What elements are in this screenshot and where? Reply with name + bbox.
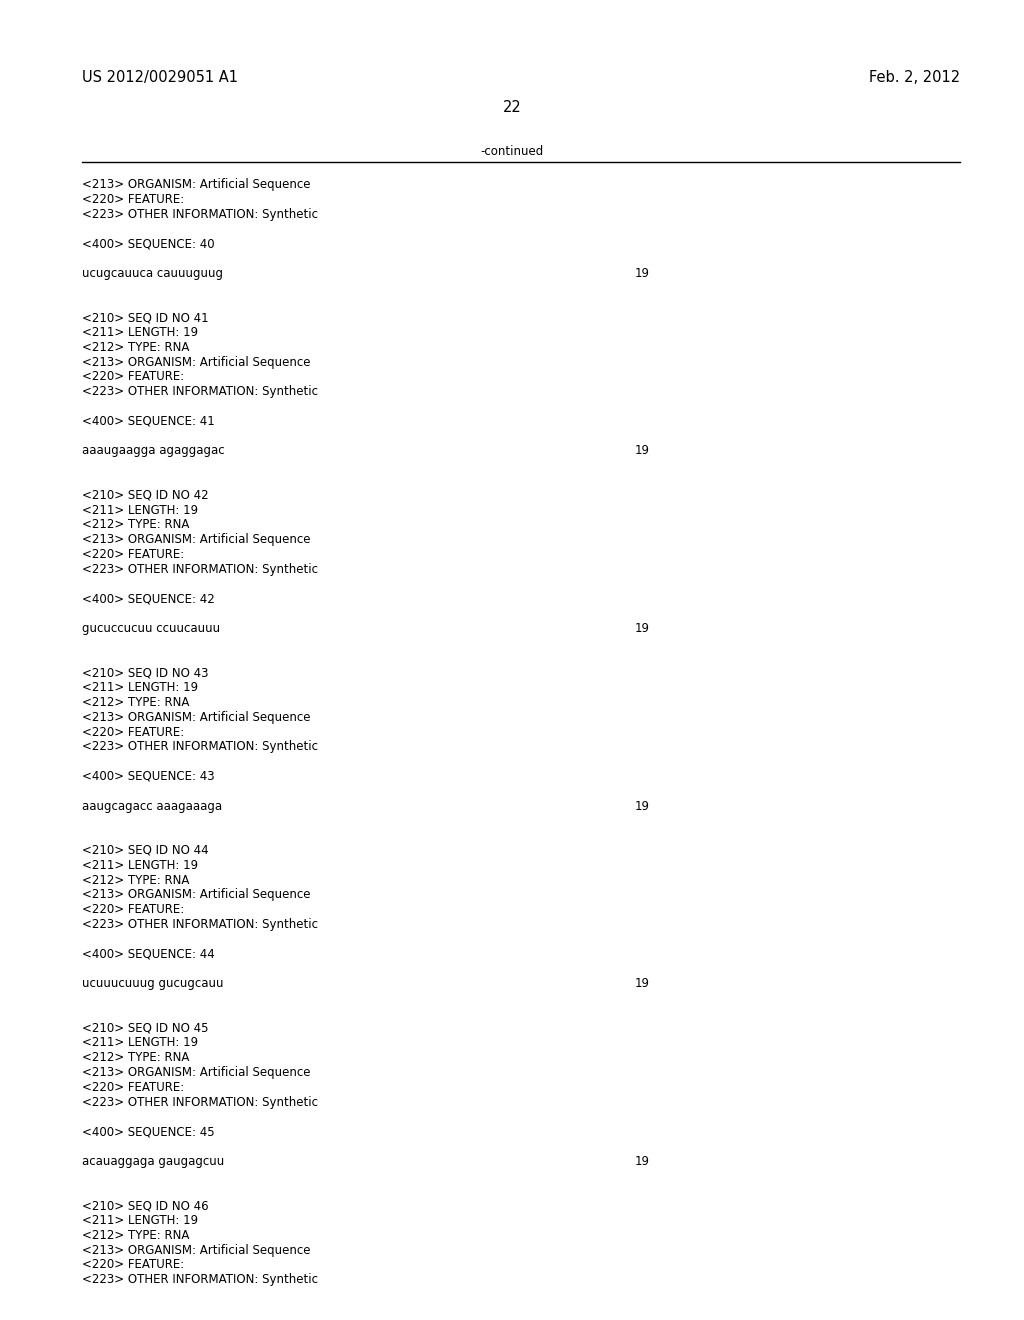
Text: <223> OTHER INFORMATION: Synthetic: <223> OTHER INFORMATION: Synthetic xyxy=(82,741,318,754)
Text: Feb. 2, 2012: Feb. 2, 2012 xyxy=(869,70,961,84)
Text: <213> ORGANISM: Artificial Sequence: <213> ORGANISM: Artificial Sequence xyxy=(82,888,310,902)
Text: <220> FEATURE:: <220> FEATURE: xyxy=(82,903,184,916)
Text: <212> TYPE: RNA: <212> TYPE: RNA xyxy=(82,519,189,532)
Text: ucugcauuca cauuuguug: ucugcauuca cauuuguug xyxy=(82,267,223,280)
Text: <220> FEATURE:: <220> FEATURE: xyxy=(82,726,184,739)
Text: <220> FEATURE:: <220> FEATURE: xyxy=(82,548,184,561)
Text: <210> SEQ ID NO 46: <210> SEQ ID NO 46 xyxy=(82,1199,209,1212)
Text: ucuuucuuug gucugcauu: ucuuucuuug gucugcauu xyxy=(82,977,223,990)
Text: <400> SEQUENCE: 40: <400> SEQUENCE: 40 xyxy=(82,238,215,251)
Text: <210> SEQ ID NO 43: <210> SEQ ID NO 43 xyxy=(82,667,209,680)
Text: <211> LENGTH: 19: <211> LENGTH: 19 xyxy=(82,504,198,516)
Text: 19: 19 xyxy=(635,1155,650,1168)
Text: <212> TYPE: RNA: <212> TYPE: RNA xyxy=(82,696,189,709)
Text: <213> ORGANISM: Artificial Sequence: <213> ORGANISM: Artificial Sequence xyxy=(82,710,310,723)
Text: 22: 22 xyxy=(503,100,521,115)
Text: <212> TYPE: RNA: <212> TYPE: RNA xyxy=(82,1229,189,1242)
Text: <213> ORGANISM: Artificial Sequence: <213> ORGANISM: Artificial Sequence xyxy=(82,1067,310,1078)
Text: <220> FEATURE:: <220> FEATURE: xyxy=(82,193,184,206)
Text: <211> LENGTH: 19: <211> LENGTH: 19 xyxy=(82,1214,198,1228)
Text: <220> FEATURE:: <220> FEATURE: xyxy=(82,1258,184,1271)
Text: <211> LENGTH: 19: <211> LENGTH: 19 xyxy=(82,859,198,871)
Text: <223> OTHER INFORMATION: Synthetic: <223> OTHER INFORMATION: Synthetic xyxy=(82,385,318,399)
Text: <213> ORGANISM: Artificial Sequence: <213> ORGANISM: Artificial Sequence xyxy=(82,178,310,191)
Text: <211> LENGTH: 19: <211> LENGTH: 19 xyxy=(82,681,198,694)
Text: <211> LENGTH: 19: <211> LENGTH: 19 xyxy=(82,326,198,339)
Text: aaugcagacc aaagaaaga: aaugcagacc aaagaaaga xyxy=(82,800,222,813)
Text: <220> FEATURE:: <220> FEATURE: xyxy=(82,1081,184,1094)
Text: <223> OTHER INFORMATION: Synthetic: <223> OTHER INFORMATION: Synthetic xyxy=(82,562,318,576)
Text: <212> TYPE: RNA: <212> TYPE: RNA xyxy=(82,1051,189,1064)
Text: <210> SEQ ID NO 41: <210> SEQ ID NO 41 xyxy=(82,312,209,325)
Text: <213> ORGANISM: Artificial Sequence: <213> ORGANISM: Artificial Sequence xyxy=(82,533,310,546)
Text: -continued: -continued xyxy=(480,145,544,158)
Text: <213> ORGANISM: Artificial Sequence: <213> ORGANISM: Artificial Sequence xyxy=(82,355,310,368)
Text: <210> SEQ ID NO 45: <210> SEQ ID NO 45 xyxy=(82,1022,209,1035)
Text: <400> SEQUENCE: 44: <400> SEQUENCE: 44 xyxy=(82,948,215,961)
Text: 19: 19 xyxy=(635,622,650,635)
Text: <212> TYPE: RNA: <212> TYPE: RNA xyxy=(82,341,189,354)
Text: 19: 19 xyxy=(635,267,650,280)
Text: <223> OTHER INFORMATION: Synthetic: <223> OTHER INFORMATION: Synthetic xyxy=(82,1096,318,1109)
Text: US 2012/0029051 A1: US 2012/0029051 A1 xyxy=(82,70,238,84)
Text: <220> FEATURE:: <220> FEATURE: xyxy=(82,371,184,383)
Text: <212> TYPE: RNA: <212> TYPE: RNA xyxy=(82,874,189,887)
Text: 19: 19 xyxy=(635,445,650,458)
Text: 19: 19 xyxy=(635,977,650,990)
Text: <213> ORGANISM: Artificial Sequence: <213> ORGANISM: Artificial Sequence xyxy=(82,1243,310,1257)
Text: <400> SEQUENCE: 43: <400> SEQUENCE: 43 xyxy=(82,770,215,783)
Text: aaaugaagga agaggagac: aaaugaagga agaggagac xyxy=(82,445,224,458)
Text: acauaggaga gaugagcuu: acauaggaga gaugagcuu xyxy=(82,1155,224,1168)
Text: <210> SEQ ID NO 42: <210> SEQ ID NO 42 xyxy=(82,488,209,502)
Text: <400> SEQUENCE: 41: <400> SEQUENCE: 41 xyxy=(82,414,215,428)
Text: <223> OTHER INFORMATION: Synthetic: <223> OTHER INFORMATION: Synthetic xyxy=(82,1274,318,1286)
Text: <210> SEQ ID NO 44: <210> SEQ ID NO 44 xyxy=(82,843,209,857)
Text: 19: 19 xyxy=(635,800,650,813)
Text: <400> SEQUENCE: 42: <400> SEQUENCE: 42 xyxy=(82,593,215,606)
Text: <223> OTHER INFORMATION: Synthetic: <223> OTHER INFORMATION: Synthetic xyxy=(82,207,318,220)
Text: <211> LENGTH: 19: <211> LENGTH: 19 xyxy=(82,1036,198,1049)
Text: <400> SEQUENCE: 45: <400> SEQUENCE: 45 xyxy=(82,1125,215,1138)
Text: <223> OTHER INFORMATION: Synthetic: <223> OTHER INFORMATION: Synthetic xyxy=(82,917,318,931)
Text: gucuccucuu ccuucauuu: gucuccucuu ccuucauuu xyxy=(82,622,220,635)
